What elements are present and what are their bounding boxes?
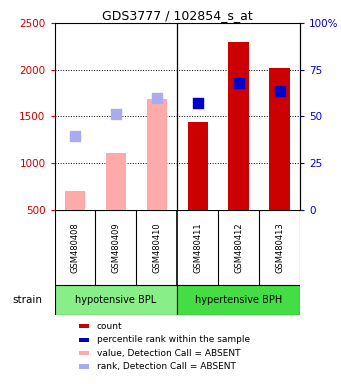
- Point: [154, 94, 160, 101]
- Bar: [79, 351, 89, 355]
- Text: GSM480408: GSM480408: [71, 222, 79, 273]
- Bar: [79, 324, 89, 328]
- Text: GSM480410: GSM480410: [152, 222, 161, 273]
- Bar: [55, 285, 177, 315]
- Point: [72, 133, 78, 139]
- Bar: [65, 191, 85, 210]
- Text: hypertensive BPH: hypertensive BPH: [195, 295, 282, 305]
- Text: hypotensive BPL: hypotensive BPL: [75, 295, 157, 305]
- Text: GSM480411: GSM480411: [193, 222, 202, 273]
- Point: [113, 111, 119, 117]
- Point: [236, 80, 241, 86]
- Bar: [106, 153, 126, 210]
- Text: GSM480412: GSM480412: [234, 222, 243, 273]
- Bar: [79, 364, 89, 369]
- Bar: [188, 122, 208, 210]
- Text: value, Detection Call = ABSENT: value, Detection Call = ABSENT: [97, 349, 240, 358]
- Text: GSM480409: GSM480409: [112, 222, 120, 273]
- Bar: [79, 338, 89, 342]
- Text: count: count: [97, 322, 122, 331]
- Text: GSM480413: GSM480413: [275, 222, 284, 273]
- Bar: [228, 42, 249, 210]
- Bar: [177, 285, 300, 315]
- Point: [195, 100, 201, 106]
- Bar: [269, 68, 290, 210]
- Bar: [147, 99, 167, 210]
- Text: rank, Detection Call = ABSENT: rank, Detection Call = ABSENT: [97, 362, 236, 371]
- Text: strain: strain: [12, 295, 42, 305]
- Text: percentile rank within the sample: percentile rank within the sample: [97, 335, 250, 344]
- Title: GDS3777 / 102854_s_at: GDS3777 / 102854_s_at: [102, 9, 253, 22]
- Point: [277, 88, 282, 94]
